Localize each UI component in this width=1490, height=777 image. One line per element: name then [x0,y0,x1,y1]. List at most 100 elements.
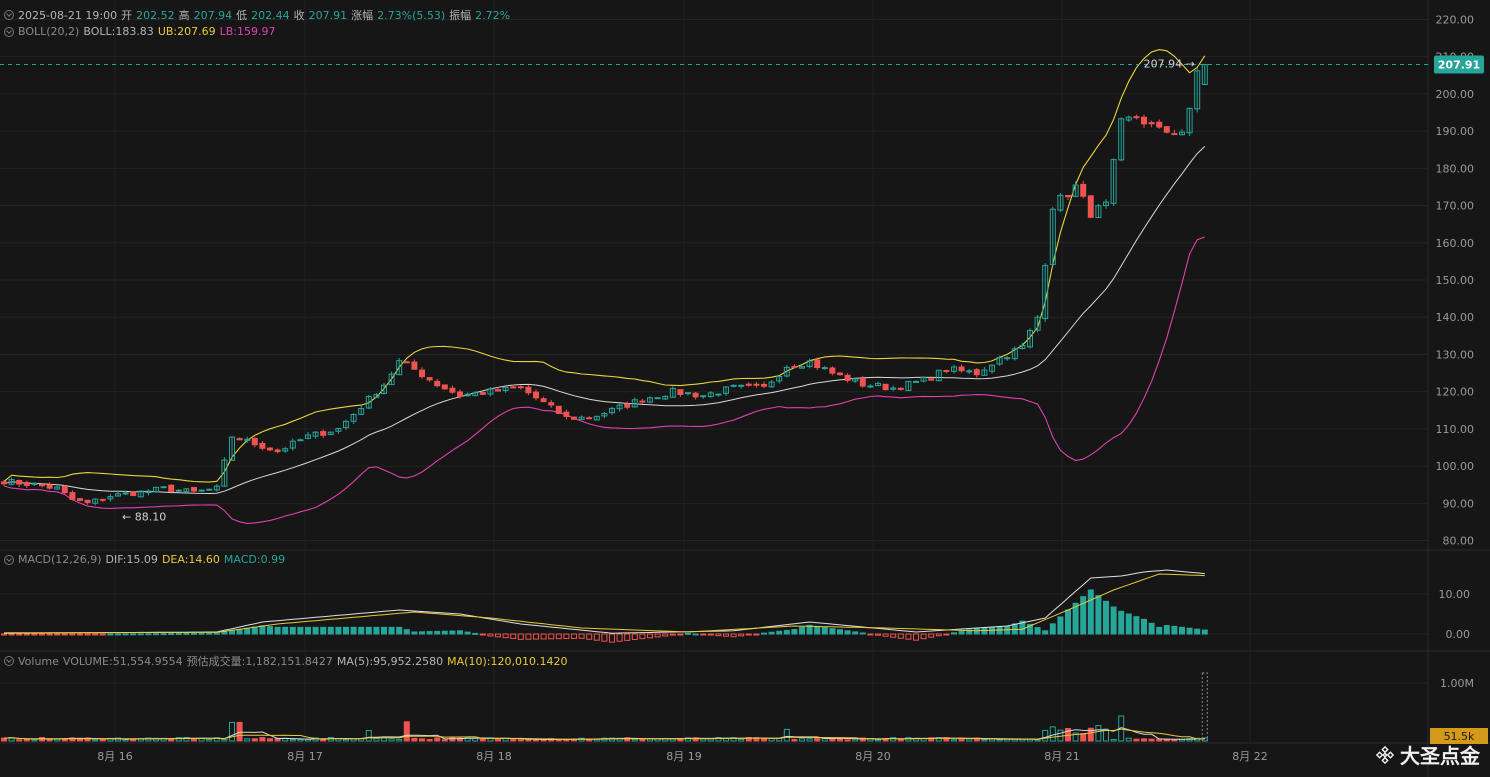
alarm-icon[interactable] [4,554,14,565]
macd-histogram-bar [282,626,289,635]
volume-bar [449,737,456,742]
macd-histogram-bar [115,633,121,636]
macd-histogram-bar [244,627,251,635]
macd-histogram-bar [221,631,228,635]
eye-icon[interactable] [4,10,14,20]
macd-histogram-bar [867,633,874,636]
volume-bar [966,738,973,742]
macd-histogram-bar [631,633,638,640]
volume-bar [1110,738,1117,742]
candle-body [639,400,646,403]
macd-histogram-bar [905,633,912,640]
price-tick-label: 220.00 [1436,13,1475,26]
macd-value: MACD:0.99 [223,553,286,566]
volume-bar [905,737,912,742]
candle-body [115,493,121,497]
open-value: 202.52 [136,8,175,22]
candle-body [571,416,577,420]
candle-body [343,420,349,429]
volume-bar [981,739,988,742]
volume-bar [244,738,251,742]
time-tick-label: 8月 17 [287,750,323,763]
macd-histogram-bar [251,626,258,635]
volume-bar [1201,737,1208,742]
macd-dea-line [4,573,1205,634]
candle-body [472,392,479,397]
macd-histogram-bar [525,633,532,640]
candle-body [191,486,197,492]
macd-histogram-bar [852,631,859,635]
macd-histogram-bar [844,630,851,635]
candle-body [791,366,798,369]
candle-body [39,484,45,487]
macd-histogram-bar [198,632,205,635]
macd-histogram-bar [920,633,927,640]
macd-histogram-bar [1148,622,1155,635]
candle-body [548,402,555,406]
candle-body [662,395,669,400]
volume-bar [168,738,175,742]
volume-bar [783,728,790,742]
volume-bar [799,738,805,742]
candle-body [320,431,327,436]
candle-body [8,479,15,485]
candle-body [122,492,129,495]
volume-bar [897,739,904,742]
volume-bar [122,739,129,742]
candle-body [730,384,737,387]
macd-histogram-bar [130,633,137,636]
macd-name: MACD(12,26,9) [18,553,102,566]
macd-histogram-bar [669,633,676,636]
macd-histogram-bar [677,633,684,636]
candle-body [616,404,623,410]
macd-histogram-bar [761,632,767,635]
volume-bar [259,737,266,742]
candle-body [1057,194,1064,211]
candle-body [943,369,950,373]
eye-icon[interactable] [4,26,14,37]
current-volume-label: 51.5k [1444,730,1475,743]
candle-body [244,438,251,442]
candle-body [23,482,30,486]
volume-bar [441,739,448,742]
macd-histogram-bar [935,633,942,637]
candle-body [1179,131,1185,136]
macd-histogram-bar [479,633,486,636]
candle-body [160,486,167,489]
time-tick-label: 8月 18 [476,750,512,763]
macd-histogram-bar [350,626,357,635]
candle-body [1148,122,1155,125]
high-value: 207.94 [193,8,233,22]
macd-histogram-bar [1125,613,1132,635]
macd-histogram-bar [365,626,372,635]
macd-histogram-bar [373,626,380,635]
candle-body [1141,116,1147,125]
macd-histogram-bar [229,630,235,635]
candle-body [236,438,243,441]
macd-histogram-bar [1,633,7,636]
volume-ma10: MA(10):120,010.1420 [447,654,568,668]
macd-dea: DEA:14.60 [161,553,220,566]
macd-histogram-bar [320,626,327,635]
macd-histogram-bar [647,633,653,639]
volume-bar [16,739,23,742]
price-legend: 2025-08-21 19:00 开 202.52 高 207.94 低 202.44… [4,7,510,23]
macd-histogram-bar [928,633,935,638]
candle-body [821,367,828,370]
macd-histogram-bar [464,631,471,635]
candle-body [958,366,965,372]
volume-bar [464,737,471,742]
candle-body [768,381,775,388]
macd-histogram-bar [799,626,805,635]
candle-body [434,380,441,387]
macd-dif: DIF:15.09 [105,553,158,566]
macd-histogram-bar [692,633,699,636]
macd-histogram-bar [1057,616,1064,635]
boll-name: BOLL(20,2) [18,25,80,38]
candle-body [563,411,570,417]
eye-icon[interactable] [4,656,14,666]
candle-body [54,486,61,490]
macd-histogram-bar [16,633,23,636]
candle-body [1034,316,1041,331]
